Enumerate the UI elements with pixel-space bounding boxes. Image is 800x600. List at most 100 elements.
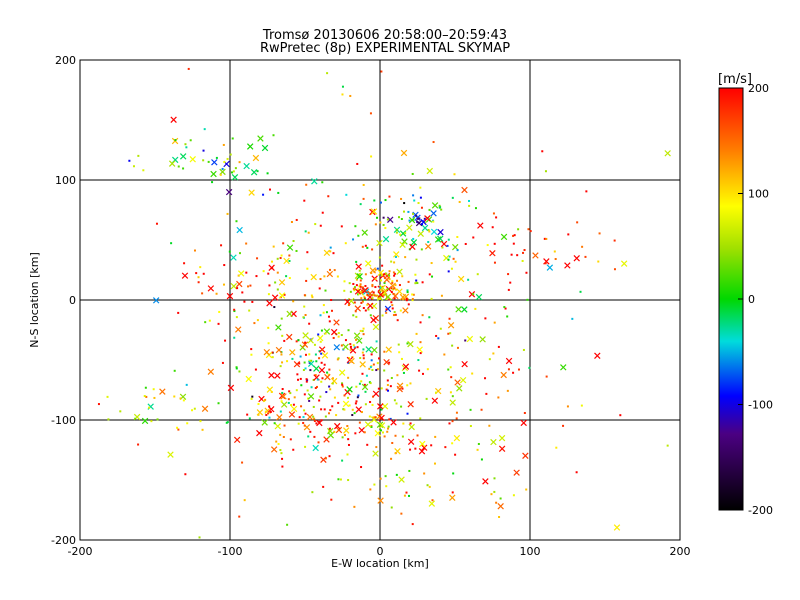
colorbar-label: [m/s]: [718, 72, 752, 87]
data-point-dot: [384, 475, 387, 478]
data-point-dot: [283, 339, 286, 342]
data-point-dot: [472, 293, 475, 296]
data-point-dot: [364, 390, 367, 393]
data-point-dot: [324, 289, 327, 292]
data-point-x: [384, 293, 392, 301]
data-point-dot: [444, 446, 447, 449]
data-point-x: [449, 399, 456, 406]
data-point-x: [452, 243, 459, 251]
data-point-dot: [328, 320, 331, 323]
data-point-dot: [254, 368, 257, 371]
data-point-dot: [409, 448, 412, 451]
data-point-dot: [369, 488, 372, 491]
data-points: [97, 67, 671, 539]
data-point-dot: [280, 317, 283, 320]
data-point-x: [428, 500, 436, 507]
data-point-x: [500, 371, 507, 379]
data-point-dot: [405, 491, 408, 494]
data-point-dot: [328, 430, 331, 433]
data-point-x: [620, 260, 628, 267]
data-point-dot: [405, 297, 408, 300]
data-point-dot: [267, 412, 270, 415]
data-point-dot: [271, 267, 274, 270]
data-point-dot: [303, 294, 306, 297]
data-point-dot: [281, 334, 284, 337]
data-point-dot: [451, 420, 454, 423]
data-point-dot: [353, 301, 356, 304]
data-point-dot: [388, 195, 391, 198]
data-point-dot: [415, 332, 418, 335]
data-point-dot: [360, 411, 363, 414]
data-point-dot: [376, 368, 379, 371]
data-point-x: [334, 422, 341, 430]
data-point-dot: [352, 287, 355, 290]
data-point-dot: [448, 255, 451, 258]
data-point-dot: [493, 321, 496, 324]
data-point-dot: [229, 153, 232, 156]
data-point-dot: [328, 268, 331, 271]
data-point-dot: [361, 300, 364, 303]
data-point-dot: [201, 292, 204, 295]
data-point-x: [387, 216, 394, 224]
data-point-x: [355, 406, 362, 413]
data-point-dot: [281, 391, 284, 394]
data-point-dot: [376, 362, 379, 365]
data-point-dot: [377, 297, 380, 300]
data-point-x: [330, 328, 338, 336]
data-point-dot: [409, 422, 412, 425]
data-point-dot: [362, 354, 365, 357]
data-point-dot: [299, 355, 302, 358]
data-point-x: [383, 276, 391, 283]
data-point-dot: [353, 346, 356, 349]
data-point-dot: [346, 425, 349, 428]
data-point-x: [323, 249, 331, 257]
data-point-dot: [394, 313, 397, 316]
data-point-x: [497, 503, 504, 510]
data-point-dot: [492, 212, 495, 215]
data-point-x: [250, 169, 258, 176]
data-point-dot: [454, 260, 457, 263]
data-point-dot: [391, 280, 394, 283]
data-point-dot: [271, 356, 274, 359]
data-point-dot: [426, 484, 429, 487]
data-point-dot: [231, 137, 234, 140]
data-point-dot: [666, 444, 669, 447]
data-point-dot: [330, 309, 333, 312]
data-point-dot: [193, 407, 196, 410]
data-point-dot: [322, 485, 325, 488]
data-point-dot: [401, 435, 404, 438]
data-point-dot: [107, 418, 110, 421]
data-point-dot: [378, 357, 381, 360]
data-point-dot: [374, 277, 377, 280]
data-point-dot: [361, 289, 364, 292]
data-point-dot: [355, 278, 358, 281]
data-point-dot: [304, 445, 307, 448]
data-point-x: [344, 298, 351, 306]
data-point-dot: [201, 428, 204, 431]
data-point-dot: [373, 270, 376, 273]
data-point-dot: [359, 285, 362, 288]
data-point-dot: [509, 281, 512, 284]
data-point-x: [370, 316, 377, 324]
data-point-dot: [355, 315, 358, 318]
data-point-dot: [189, 139, 192, 142]
data-point-dot: [395, 473, 398, 476]
data-point-dot: [453, 173, 456, 176]
data-point-dot: [369, 366, 372, 369]
data-point-dot: [488, 424, 491, 427]
data-point-dot: [371, 248, 374, 251]
data-point-dot: [403, 202, 406, 205]
data-point-dot: [277, 191, 280, 194]
data-point-x: [564, 262, 571, 269]
data-point-dot: [282, 435, 285, 438]
data-point-dot: [226, 421, 229, 424]
data-point-dot: [513, 234, 516, 237]
colorbar-ticks: 200 100 0 -100 -200: [738, 82, 773, 517]
data-point-dot: [324, 457, 327, 460]
data-point-dot: [438, 206, 441, 209]
data-point-dot: [451, 442, 454, 445]
data-point-dot: [394, 434, 397, 437]
data-point-dot: [310, 294, 313, 297]
data-point-dot: [303, 361, 306, 364]
data-point-x: [288, 411, 296, 418]
